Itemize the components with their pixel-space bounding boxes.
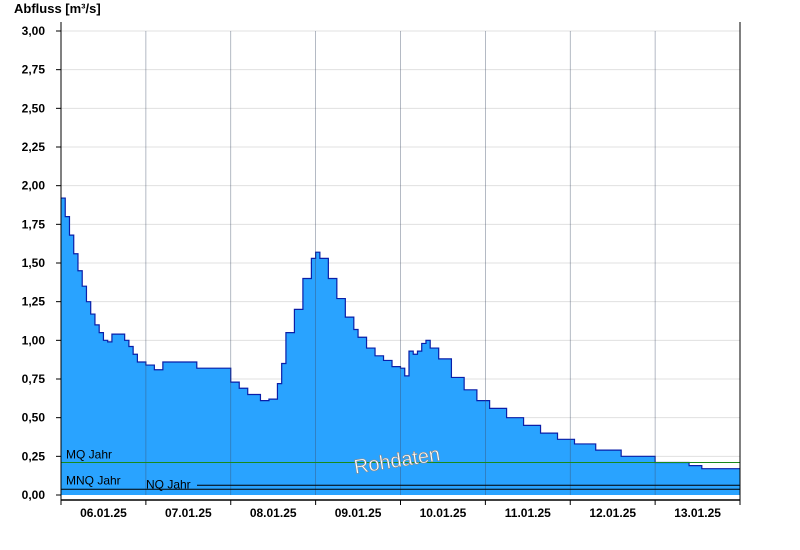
x-tick-label: 10.01.25 [420,506,467,520]
y-tick-label: 3,00 [22,24,46,38]
y-tick-label: 2,25 [22,140,46,154]
x-tick-label: 06.01.25 [80,506,127,520]
y-tick-label: 2,75 [22,63,46,77]
y-tick-label: 0,75 [22,372,46,386]
y-tick-label: 0,50 [22,411,46,425]
reference-lines: MQ Jahr MNQ Jahr NQ Jahr [61,448,740,491]
y-tick-label: 2,00 [22,179,46,193]
nq-label: NQ Jahr [146,477,191,491]
y-tick-label: 1,00 [22,333,46,347]
mq-label: MQ Jahr [66,448,112,462]
y-tick-label: 0,00 [22,488,46,502]
mnq-label: MNQ Jahr [66,473,121,487]
y-tick-label: 1,25 [22,295,46,309]
y-tick-label: 1,75 [22,217,46,231]
y-tick-label: 2,50 [22,101,46,115]
y-tick-label: 1,50 [22,256,46,270]
x-tick-label: 09.01.25 [335,506,382,520]
x-tick-label: 12.01.25 [589,506,636,520]
y-axis-title: Abfluss [m³/s] [14,1,101,16]
axes: 0,00 0,25 0,50 0,75 1,00 1,25 1,50 1,75 2,00 2,25… [22,22,741,520]
x-tick-label: 07.01.25 [165,506,212,520]
discharge-area [61,31,740,496]
x-tick-label: 08.01.25 [250,506,297,520]
x-tick-label: 13.01.25 [674,506,721,520]
y-tick-label: 0,25 [22,449,46,463]
x-tick-label: 11.01.25 [505,506,551,520]
